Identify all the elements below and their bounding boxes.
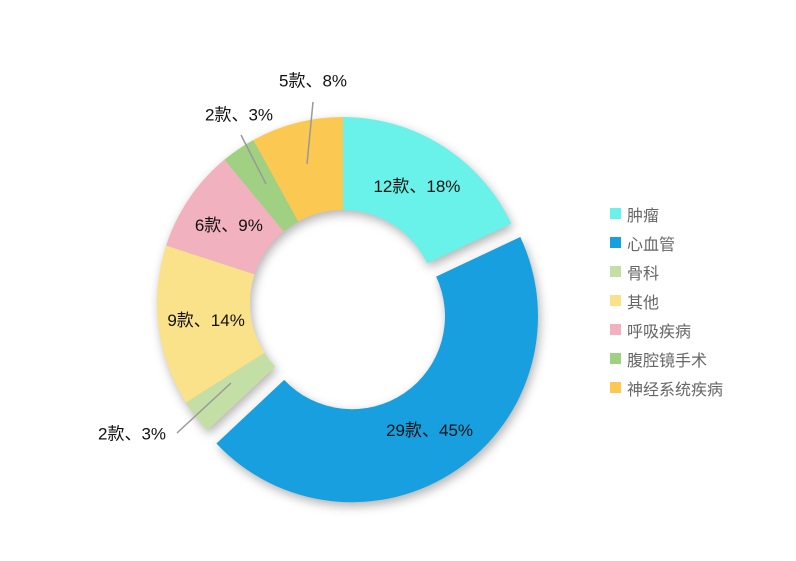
slice-神经系统疾病 [253, 117, 343, 222]
legend-label: 骨科 [627, 265, 660, 283]
legend-label: 神经系统疾病 [627, 381, 724, 399]
legend-item-骨科: 骨科 [610, 257, 723, 286]
legend-item-呼吸疾病: 呼吸疾病 [610, 315, 723, 344]
legend-item-肿瘤: 肿瘤 [610, 199, 723, 228]
slice-腹腔镜手术 [224, 140, 299, 232]
slice-label-肿瘤: 12款、18% [373, 177, 460, 196]
slice-labels: 12款、18% 29款、45% 2款、3% 9款、14% 6款、9% 2款、3% 5款、8% [98, 72, 473, 444]
leader-lines [176, 101, 314, 434]
slice-label-其他: 9款、14% [167, 311, 244, 330]
legend-label: 腹腔镜手术 [627, 352, 708, 370]
legend-swatch-icon [610, 237, 621, 248]
legend-item-其他: 其他 [610, 286, 723, 315]
legend-swatch-icon [610, 266, 621, 277]
slice-骨科 [185, 352, 276, 431]
slice-label-骨科: 2款、3% [98, 425, 166, 444]
legend-swatch-icon [610, 382, 621, 393]
legend-swatch-icon [610, 353, 621, 364]
legend-item-心血管: 心血管 [610, 228, 723, 257]
leader-line-神经系统疾病 [306, 101, 314, 165]
slice-其他 [156, 245, 265, 403]
legend-label: 肿瘤 [627, 207, 660, 225]
legend-swatch-icon [610, 295, 621, 306]
slice-label-呼吸疾病: 6款、9% [195, 216, 263, 235]
chart-legend: 肿瘤心血管骨科其他呼吸疾病腹腔镜手术神经系统疾病 [610, 199, 723, 402]
legend-label: 心血管 [627, 236, 676, 254]
legend-label: 其他 [627, 294, 660, 312]
legend-item-神经系统疾病: 神经系统疾病 [610, 373, 723, 402]
leader-line-腹腔镜手术 [240, 134, 267, 185]
leader-line-骨科 [176, 382, 232, 434]
legend-item-腹腔镜手术: 腹腔镜手术 [610, 344, 723, 373]
slice-呼吸疾病 [166, 159, 284, 275]
slice-心血管 [216, 237, 538, 503]
slice-肿瘤 [343, 117, 512, 264]
legend-swatch-icon [610, 208, 621, 219]
donut-slices [156, 117, 538, 503]
legend-swatch-icon [610, 324, 621, 335]
legend-label: 呼吸疾病 [627, 323, 692, 341]
slice-label-神经系统疾病: 5款、8% [279, 72, 347, 91]
slice-label-心血管: 29款、45% [386, 421, 473, 440]
slice-label-腹腔镜手术: 2款、3% [205, 106, 273, 125]
